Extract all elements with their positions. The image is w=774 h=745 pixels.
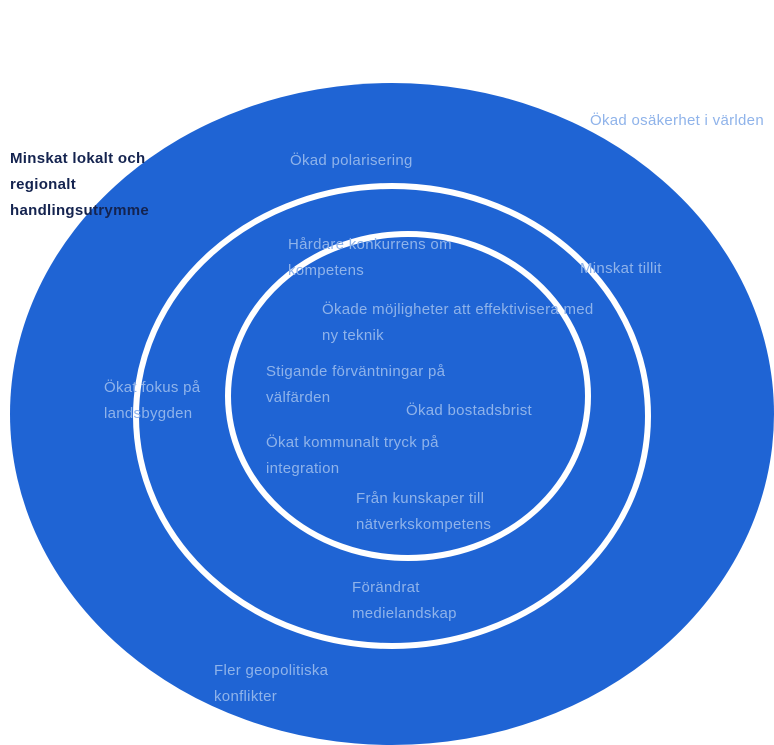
- label-minskat-tillit: Minskat tillit: [580, 260, 662, 277]
- label-text: Minskat lokalt och regionalt handlingsut…: [10, 150, 149, 219]
- label-okad-bostadsbrist: Ökad bostadsbrist: [406, 402, 532, 419]
- label-stigande-forvantningar: Stigande förväntningar på välfärden: [266, 363, 446, 406]
- label-fler-geopolitiska-konflikter: Fler geopolitiska konflikter: [214, 662, 329, 705]
- label-okat-fokus-landsbygden: Ökat fokus på landsbygden: [104, 379, 201, 422]
- label-hardare-konkurrens: Hårdare konkurrens om kompetens: [288, 236, 452, 279]
- label-okad-polarisering: Ökad polarisering: [290, 152, 413, 169]
- label-okad-osakerhet: Ökad osäkerhet i världen: [590, 112, 764, 129]
- inner-ring-border: [225, 231, 591, 561]
- label-okade-mojligheter: Ökade möjligheter att effektivisera med …: [322, 301, 594, 344]
- label-okat-kommunalt-tryck: Ökat kommunalt tryck på integration: [266, 434, 439, 477]
- label-forandrat-medielandskap: Förändrat medielandskap: [352, 579, 457, 622]
- label-minskat-lokalt-handlingsutrymme: Minskat lokalt och regionalt handlingsut…: [10, 146, 215, 224]
- label-fran-kunskaper: Från kunskaper till nätverkskompetens: [356, 490, 492, 533]
